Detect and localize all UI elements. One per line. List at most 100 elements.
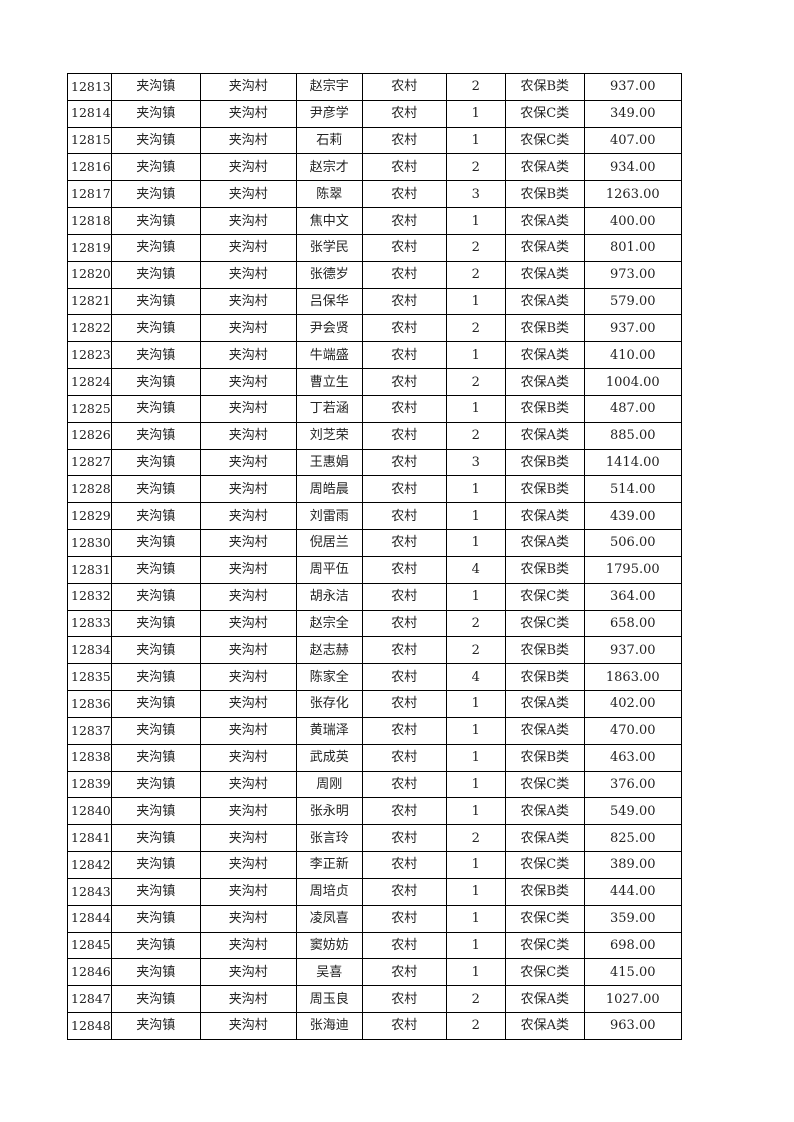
table-row: 12813 夹沟镇 夹沟村 赵宗宇 农村 2 农保B类 937.00 [67, 73, 682, 101]
area-type-cell: 农村 [361, 314, 447, 343]
village-cell: 夹沟村 [199, 260, 297, 289]
village-cell: 夹沟村 [199, 716, 297, 745]
table-row: 12823 夹沟镇 夹沟村 牛端盛 农村 1 农保A类 410.00 [67, 341, 682, 370]
insurance-category-cell: 农保A类 [504, 824, 585, 853]
insurance-category-cell: 农保B类 [504, 394, 585, 423]
area-type-cell: 农村 [361, 126, 447, 155]
name-cell: 武成英 [295, 743, 363, 772]
name-cell: 陈翠 [295, 180, 363, 209]
table-row: 12842 夹沟镇 夹沟村 李正新 农村 1 农保C类 389.00 [67, 851, 682, 879]
town-cell: 夹沟镇 [110, 770, 201, 799]
name-cell: 周刚 [295, 770, 363, 799]
table-row: 12838 夹沟镇 夹沟村 武成英 农村 1 农保B类 463.00 [67, 743, 682, 772]
town-cell: 夹沟镇 [110, 126, 201, 155]
amount-cell: 973.00 [583, 260, 682, 289]
record-id-cell: 12825 [67, 394, 112, 423]
household-size-cell: 2 [445, 421, 506, 450]
table-row: 12836 夹沟镇 夹沟村 张存化 农村 1 农保A类 402.00 [67, 690, 682, 718]
town-cell: 夹沟镇 [110, 99, 201, 128]
town-cell: 夹沟镇 [110, 368, 201, 396]
household-size-cell: 2 [445, 985, 506, 1013]
amount-cell: 1027.00 [583, 985, 682, 1013]
name-cell: 丁若涵 [295, 394, 363, 423]
table-row: 12816 夹沟镇 夹沟村 赵宗才 农村 2 农保A类 934.00 [67, 153, 682, 182]
record-id-cell: 12831 [67, 555, 112, 584]
area-type-cell: 农村 [361, 958, 447, 987]
village-cell: 夹沟村 [199, 877, 297, 906]
insurance-category-cell: 农保A类 [504, 716, 585, 745]
area-type-cell: 农村 [361, 260, 447, 289]
table-row: 12815 夹沟镇 夹沟村 石莉 农村 1 农保C类 407.00 [67, 126, 682, 155]
area-type-cell: 农村 [361, 797, 447, 826]
town-cell: 夹沟镇 [110, 716, 201, 745]
table-row: 12837 夹沟镇 夹沟村 黄瑞泽 农村 1 农保A类 470.00 [67, 716, 682, 745]
record-id-cell: 12823 [67, 341, 112, 370]
town-cell: 夹沟镇 [110, 985, 201, 1013]
insurance-category-cell: 农保B类 [504, 73, 585, 101]
area-type-cell: 农村 [361, 180, 447, 209]
name-cell: 张存化 [295, 690, 363, 718]
town-cell: 夹沟镇 [110, 73, 201, 101]
record-id-cell: 12817 [67, 180, 112, 209]
insurance-category-cell: 农保B类 [504, 314, 585, 343]
insurance-category-cell: 农保A类 [504, 985, 585, 1013]
village-cell: 夹沟村 [199, 394, 297, 423]
village-cell: 夹沟村 [199, 690, 297, 718]
insurance-category-cell: 农保C类 [504, 99, 585, 128]
amount-cell: 444.00 [583, 877, 682, 906]
village-cell: 夹沟村 [199, 958, 297, 987]
record-id-cell: 12844 [67, 904, 112, 933]
household-size-cell: 1 [445, 690, 506, 718]
insurance-category-cell: 农保C类 [504, 582, 585, 611]
record-id-cell: 12838 [67, 743, 112, 772]
name-cell: 焦中文 [295, 207, 363, 235]
insurance-category-cell: 农保A类 [504, 690, 585, 718]
table-row: 12821 夹沟镇 夹沟村 吕保华 农村 1 农保A类 579.00 [67, 287, 682, 316]
area-type-cell: 农村 [361, 716, 447, 745]
insurance-category-cell: 农保A类 [504, 341, 585, 370]
amount-cell: 400.00 [583, 207, 682, 235]
household-size-cell: 2 [445, 368, 506, 396]
name-cell: 赵宗才 [295, 153, 363, 182]
table-row: 12817 夹沟镇 夹沟村 陈翠 农村 3 农保B类 1263.00 [67, 180, 682, 209]
amount-cell: 470.00 [583, 716, 682, 745]
village-cell: 夹沟村 [199, 180, 297, 209]
amount-cell: 415.00 [583, 958, 682, 987]
village-cell: 夹沟村 [199, 851, 297, 879]
insurance-category-cell: 农保A类 [504, 797, 585, 826]
household-size-cell: 1 [445, 207, 506, 235]
town-cell: 夹沟镇 [110, 904, 201, 933]
record-id-cell: 12843 [67, 877, 112, 906]
name-cell: 张海迪 [295, 1011, 363, 1040]
amount-cell: 937.00 [583, 314, 682, 343]
table-row: 12829 夹沟镇 夹沟村 刘雷雨 农村 1 农保A类 439.00 [67, 502, 682, 531]
town-cell: 夹沟镇 [110, 394, 201, 423]
village-cell: 夹沟村 [199, 663, 297, 692]
table-row: 12814 夹沟镇 夹沟村 尹彦学 农村 1 农保C类 349.00 [67, 99, 682, 128]
household-size-cell: 4 [445, 555, 506, 584]
town-cell: 夹沟镇 [110, 260, 201, 289]
insurance-category-cell: 农保B类 [504, 448, 585, 477]
household-size-cell: 2 [445, 260, 506, 289]
village-cell: 夹沟村 [199, 153, 297, 182]
household-size-cell: 1 [445, 877, 506, 906]
household-size-cell: 1 [445, 394, 506, 423]
household-size-cell: 3 [445, 180, 506, 209]
table-row: 12828 夹沟镇 夹沟村 周皓晨 农村 1 农保B类 514.00 [67, 475, 682, 504]
household-size-cell: 2 [445, 1011, 506, 1040]
area-type-cell: 农村 [361, 582, 447, 611]
table-row: 12825 夹沟镇 夹沟村 丁若涵 农村 1 农保B类 487.00 [67, 394, 682, 423]
town-cell: 夹沟镇 [110, 636, 201, 665]
town-cell: 夹沟镇 [110, 421, 201, 450]
amount-cell: 1795.00 [583, 555, 682, 584]
area-type-cell: 农村 [361, 99, 447, 128]
table-row: 12843 夹沟镇 夹沟村 周培贞 农村 1 农保B类 444.00 [67, 877, 682, 906]
village-cell: 夹沟村 [199, 421, 297, 450]
record-id-cell: 12816 [67, 153, 112, 182]
amount-cell: 1004.00 [583, 368, 682, 396]
table-body: 12813 夹沟镇 夹沟村 赵宗宇 农村 2 农保B类 937.00 12814 夹沟镇 夹沟村 尹彦… [67, 73, 682, 1040]
area-type-cell: 农村 [361, 1011, 447, 1040]
village-cell: 夹沟村 [199, 502, 297, 531]
table-row: 12833 夹沟镇 夹沟村 赵宗全 农村 2 农保C类 658.00 [67, 609, 682, 638]
area-type-cell: 农村 [361, 207, 447, 235]
